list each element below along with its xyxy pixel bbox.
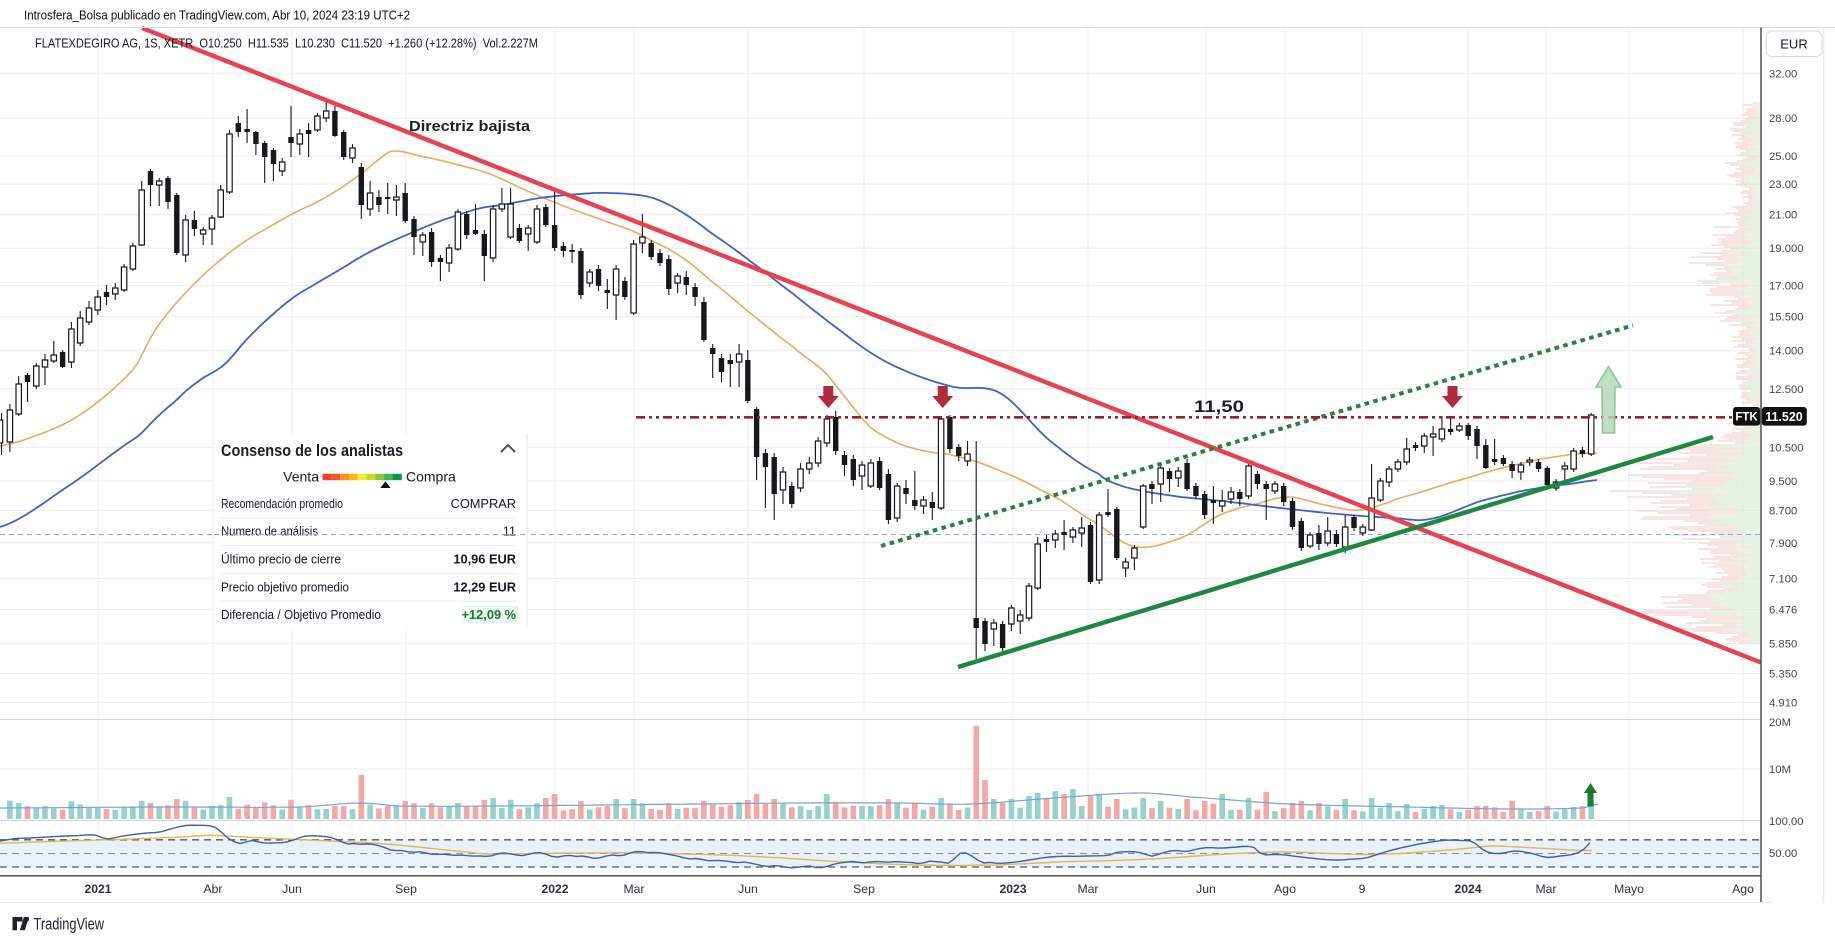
svg-text:28.00: 28.00 xyxy=(1769,113,1797,125)
svg-text:Último precio de cierre: Último precio de cierre xyxy=(221,552,341,567)
svg-text:7.900: 7.900 xyxy=(1769,538,1797,550)
svg-text:Sep: Sep xyxy=(853,882,875,896)
svg-text:Mar: Mar xyxy=(1536,882,1557,896)
svg-text:Sep: Sep xyxy=(395,882,417,896)
svg-text:Compra: Compra xyxy=(406,469,456,485)
svg-text:9: 9 xyxy=(1359,882,1366,896)
svg-text:11,50: 11,50 xyxy=(1194,398,1244,416)
svg-text:5.850: 5.850 xyxy=(1769,639,1797,651)
svg-text:Mar: Mar xyxy=(624,882,645,896)
svg-text:4.910: 4.910 xyxy=(1769,697,1797,709)
svg-text:12,29 EUR: 12,29 EUR xyxy=(453,580,516,595)
svg-text:Abr: Abr xyxy=(204,882,223,896)
svg-text:Venta: Venta xyxy=(283,469,319,485)
svg-text:20M: 20M xyxy=(1769,717,1791,729)
svg-text:2022: 2022 xyxy=(541,882,568,896)
svg-text:5.350: 5.350 xyxy=(1769,669,1797,681)
svg-text:10M: 10M xyxy=(1769,764,1791,776)
svg-text:25.00: 25.00 xyxy=(1769,151,1797,163)
svg-text:2021: 2021 xyxy=(84,882,111,896)
svg-text:+12,09 %: +12,09 % xyxy=(462,607,517,622)
svg-text:COMPRAR: COMPRAR xyxy=(451,496,516,511)
svg-text:Numero de análisis: Numero de análisis xyxy=(221,524,318,539)
svg-text:9.500: 9.500 xyxy=(1769,476,1797,488)
svg-text:8.700: 8.700 xyxy=(1769,505,1797,517)
svg-text:Directriz bajista: Directriz bajista xyxy=(409,118,531,135)
svg-text:Consenso de los analistas: Consenso de los analistas xyxy=(221,442,403,460)
svg-text:Diferencia / Objetivo Promedio: Diferencia / Objetivo Promedio xyxy=(221,607,381,622)
svg-text:Ago: Ago xyxy=(1732,882,1754,896)
svg-text:EUR: EUR xyxy=(1780,37,1807,52)
svg-text:14.000: 14.000 xyxy=(1769,346,1804,358)
svg-text:11: 11 xyxy=(503,524,516,539)
svg-text:Introsfera_Bolsa publicado en: Introsfera_Bolsa publicado en TradingVie… xyxy=(24,8,410,23)
svg-text:Precio objetivo promedio: Precio objetivo promedio xyxy=(221,580,349,595)
svg-text:15.500: 15.500 xyxy=(1769,312,1804,324)
svg-text:7.100: 7.100 xyxy=(1769,574,1797,586)
svg-text:FLATEXDEGIRO AG, 1S, XETR O10: FLATEXDEGIRO AG, 1S, XETR O10.250 H11.53… xyxy=(35,37,538,51)
svg-text:32.00: 32.00 xyxy=(1769,68,1797,80)
svg-text:50.00: 50.00 xyxy=(1769,848,1797,860)
svg-text:TradingView: TradingView xyxy=(34,916,105,934)
svg-text:6.476: 6.476 xyxy=(1769,605,1797,617)
svg-text:Jun: Jun xyxy=(738,882,758,896)
svg-text:100.00: 100.00 xyxy=(1769,816,1804,828)
svg-text:Recomendación promedio: Recomendación promedio xyxy=(221,496,343,511)
svg-text:Jun: Jun xyxy=(1196,882,1216,896)
svg-text:10.500: 10.500 xyxy=(1769,442,1804,454)
svg-text:Mar: Mar xyxy=(1078,882,1099,896)
svg-text:2023: 2023 xyxy=(999,882,1026,896)
svg-text:11.520: 11.520 xyxy=(1765,410,1803,424)
svg-text:Jun: Jun xyxy=(282,882,302,896)
svg-text:19.000: 19.000 xyxy=(1769,243,1804,255)
svg-text:21.00: 21.00 xyxy=(1769,210,1797,222)
svg-text:2024: 2024 xyxy=(1454,882,1481,896)
svg-text:17.000: 17.000 xyxy=(1769,281,1804,293)
svg-text:10,96 EUR: 10,96 EUR xyxy=(453,552,516,567)
svg-text:FTK: FTK xyxy=(1735,412,1758,424)
svg-text:12.500: 12.500 xyxy=(1769,384,1804,396)
svg-text:Ago: Ago xyxy=(1274,882,1296,896)
svg-text:23.00: 23.00 xyxy=(1769,179,1797,191)
svg-text:Mayo: Mayo xyxy=(1614,882,1644,896)
